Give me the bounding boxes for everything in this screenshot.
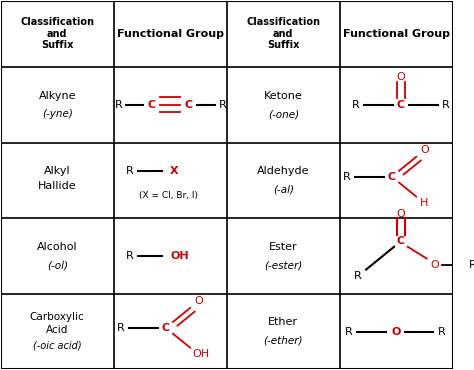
Text: (-one): (-one) [268,109,299,119]
Text: O: O [397,72,405,82]
Text: Ether: Ether [268,317,298,327]
Text: C: C [388,172,396,182]
Text: R: R [352,100,360,110]
Text: C: C [397,100,405,110]
Text: R: R [343,172,350,182]
Text: R: R [354,271,362,281]
Text: (-ether): (-ether) [264,336,303,346]
Text: R: R [117,323,124,333]
Text: Classification
and
Suffix: Classification and Suffix [246,17,320,50]
Text: Acid: Acid [46,325,68,335]
Text: (-al): (-al) [273,185,294,195]
Text: R: R [442,100,450,110]
Text: Alcohol: Alcohol [37,242,78,252]
Text: C: C [162,323,170,333]
Text: OH: OH [171,251,190,261]
Text: (-ester): (-ester) [264,260,302,270]
Text: R: R [126,166,134,176]
Text: OH: OH [192,349,209,359]
Text: O: O [430,260,439,270]
Text: C: C [184,100,192,110]
Text: Alkyl: Alkyl [44,166,71,176]
Text: R: R [438,326,446,337]
Text: Functional Group: Functional Group [117,29,224,39]
Text: C: C [397,236,405,246]
Text: R: R [114,100,122,110]
Text: Alkyne: Alkyne [38,91,76,101]
Text: O: O [392,326,401,337]
Text: R: R [469,260,474,270]
Text: H: H [420,198,428,208]
Text: Hallide: Hallide [38,181,76,191]
Text: (-oic acid): (-oic acid) [33,340,82,350]
Text: C: C [147,100,155,110]
Text: R: R [345,326,353,337]
Text: O: O [397,209,405,219]
Text: O: O [420,145,429,155]
Text: Aldehyde: Aldehyde [257,166,310,176]
Text: Functional Group: Functional Group [343,29,450,39]
Text: Classification
and
Suffix: Classification and Suffix [20,17,94,50]
Text: Ketone: Ketone [264,91,303,101]
Text: O: O [194,296,203,306]
Text: (X = Cl, Br, I): (X = Cl, Br, I) [138,191,198,200]
Text: R: R [126,251,134,261]
Text: Ester: Ester [269,242,298,252]
Text: R: R [219,100,226,110]
Text: X: X [170,166,178,176]
Text: (-yne): (-yne) [42,109,73,119]
Text: Carboxylic: Carboxylic [30,312,84,322]
Text: (-ol): (-ol) [47,260,68,270]
